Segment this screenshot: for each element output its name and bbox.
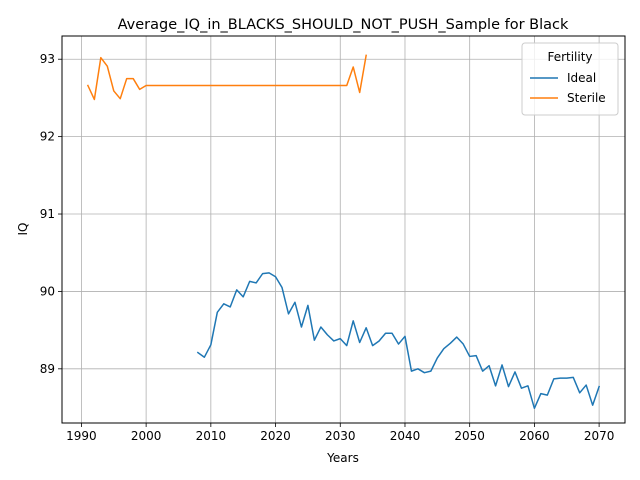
y-axis-label: IQ bbox=[16, 223, 30, 236]
y-tick-label: 93 bbox=[40, 52, 55, 66]
x-tick-label: 2010 bbox=[196, 429, 227, 443]
plot-frame bbox=[61, 35, 626, 424]
series-lines bbox=[86, 54, 601, 410]
y-tick-label: 91 bbox=[40, 207, 55, 221]
series-line-ideal bbox=[196, 272, 601, 410]
x-axis-label: Years bbox=[326, 451, 359, 465]
x-tick-label: 2030 bbox=[325, 429, 356, 443]
y-tick-label: 90 bbox=[40, 284, 55, 298]
y-tick-label: 92 bbox=[40, 130, 55, 144]
x-tick-label: 2060 bbox=[519, 429, 550, 443]
legend-title: Fertility bbox=[547, 50, 592, 64]
legend-label-ideal: Ideal bbox=[567, 71, 596, 85]
chart-title: Average_IQ_in_BLACKS_SHOULD_NOT_PUSH_Sam… bbox=[118, 17, 569, 33]
x-tick-label: 2000 bbox=[131, 429, 162, 443]
legend: Fertility Ideal Sterile bbox=[521, 42, 619, 116]
legend-label-sterile: Sterile bbox=[567, 91, 606, 105]
legend-box bbox=[521, 42, 619, 116]
x-tick-label: 2070 bbox=[584, 429, 615, 443]
series-line-sterile bbox=[86, 54, 368, 101]
y-tick-label: 89 bbox=[40, 362, 55, 376]
x-tick-label: 2040 bbox=[390, 429, 421, 443]
axis-ticks: 1990 2000 2010 2020 2030 2040 2050 2060 2070 89 90… bbox=[40, 52, 615, 443]
x-tick-label: 2020 bbox=[260, 429, 291, 443]
x-tick-label: 1990 bbox=[66, 429, 97, 443]
x-tick-label: 2050 bbox=[454, 429, 485, 443]
